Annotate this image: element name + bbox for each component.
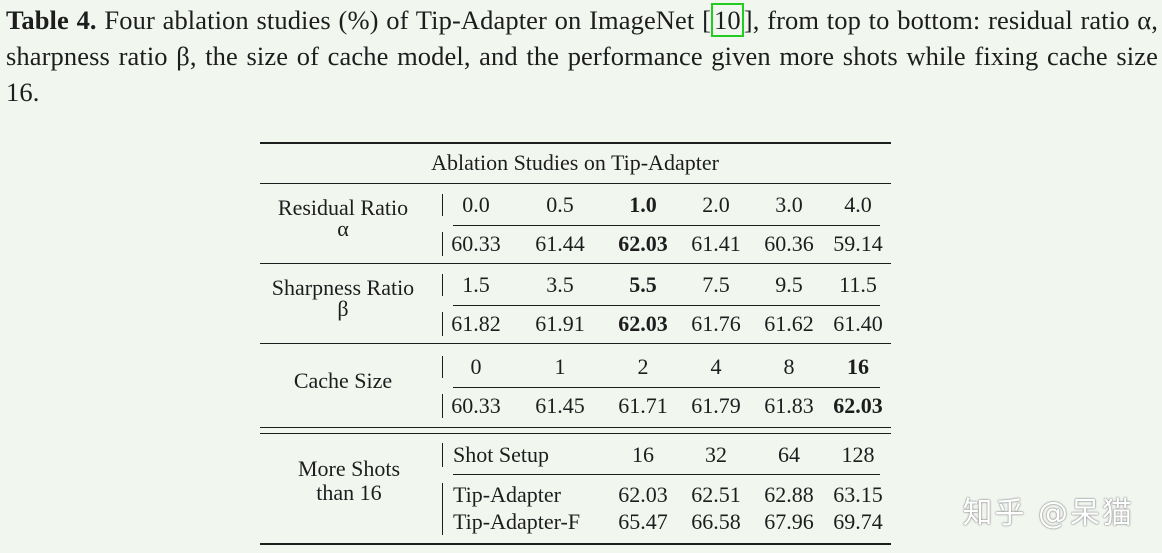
result-value: 61.71 bbox=[618, 393, 668, 418]
result-value: 61.82 bbox=[451, 311, 501, 336]
result-value: 62.03 bbox=[833, 393, 883, 418]
caption-text: Four ablation studies (%) of Tip-Adapter… bbox=[96, 5, 703, 35]
double-rule-bottom bbox=[260, 433, 891, 435]
result-value: 61.76 bbox=[691, 311, 741, 336]
shot-count: 32 bbox=[705, 442, 727, 467]
result-value: 65.47 bbox=[618, 509, 668, 534]
top-rule bbox=[260, 142, 891, 144]
row-label: than 16 bbox=[316, 480, 382, 505]
result-value: 62.03 bbox=[618, 311, 668, 336]
param-value: 5.5 bbox=[629, 272, 657, 297]
result-value: 67.96 bbox=[764, 509, 814, 534]
shot-setup-label: Shot Setup bbox=[453, 442, 549, 467]
shot-count: 16 bbox=[632, 442, 654, 467]
result-value: 62.03 bbox=[618, 231, 668, 256]
result-value: 60.36 bbox=[764, 231, 814, 256]
caption-label: Table 4. bbox=[6, 5, 97, 35]
param-value: 4 bbox=[710, 354, 722, 379]
param-value: 0.5 bbox=[546, 192, 574, 217]
bottom-rule bbox=[260, 543, 891, 545]
inner-rule bbox=[453, 474, 880, 476]
param-value: 9.5 bbox=[775, 272, 803, 297]
column-divider bbox=[442, 194, 444, 216]
param-value: 8 bbox=[783, 354, 795, 379]
caption-text-cont: , from top to bottom: residual ratio α, … bbox=[6, 5, 1159, 107]
param-value: 3.0 bbox=[775, 192, 803, 217]
result-value: 62.88 bbox=[764, 482, 814, 507]
row-label: More Shots bbox=[297, 456, 401, 481]
table-title: Ablation Studies on Tip-Adapter bbox=[431, 150, 719, 175]
inner-rule bbox=[453, 305, 880, 307]
param-value: 1.0 bbox=[629, 192, 657, 217]
result-value: 59.14 bbox=[833, 231, 883, 256]
result-value: 61.40 bbox=[833, 311, 883, 336]
result-value: 61.41 bbox=[691, 231, 741, 256]
row-label: Sharpness Ratio bbox=[271, 275, 415, 300]
watermark: 知乎 @呆猫 bbox=[962, 496, 1134, 531]
result-value: 61.44 bbox=[535, 231, 585, 256]
method-name: Tip-Adapter-F bbox=[453, 509, 581, 534]
header-rule bbox=[260, 183, 891, 185]
row-label: Cache Size bbox=[293, 368, 393, 393]
inner-rule bbox=[453, 225, 880, 227]
column-divider bbox=[442, 274, 444, 296]
param-value: 7.5 bbox=[702, 272, 730, 297]
param-value: 0.0 bbox=[462, 192, 490, 217]
column-divider bbox=[442, 356, 444, 378]
result-value: 61.91 bbox=[535, 311, 585, 336]
result-value: 63.15 bbox=[833, 482, 883, 507]
param-value: 2.0 bbox=[702, 192, 730, 217]
param-value: 0 bbox=[470, 354, 482, 379]
shot-count: 128 bbox=[841, 442, 875, 467]
column-divider bbox=[442, 312, 444, 336]
column-divider bbox=[442, 394, 444, 418]
method-name: Tip-Adapter bbox=[453, 482, 561, 507]
column-divider bbox=[442, 483, 444, 535]
param-value: 1 bbox=[554, 354, 566, 379]
result-value: 66.58 bbox=[691, 509, 741, 534]
row-label: α bbox=[337, 216, 349, 241]
result-value: 69.74 bbox=[833, 509, 883, 534]
shot-count: 64 bbox=[778, 442, 800, 467]
result-value: 62.03 bbox=[618, 482, 668, 507]
param-value: 16 bbox=[847, 354, 869, 379]
param-value: 11.5 bbox=[839, 272, 877, 297]
column-divider bbox=[442, 443, 444, 467]
param-value: 4.0 bbox=[844, 192, 872, 217]
row-label: Residual Ratio bbox=[277, 195, 409, 220]
result-value: 60.33 bbox=[451, 231, 501, 256]
section-rule bbox=[260, 263, 891, 265]
param-value: 2 bbox=[637, 354, 649, 379]
section-rule bbox=[260, 343, 891, 345]
result-value: 61.79 bbox=[691, 393, 741, 418]
result-value: 61.83 bbox=[764, 393, 814, 418]
row-label: β bbox=[337, 296, 349, 321]
result-value: 62.51 bbox=[691, 482, 741, 507]
double-rule-top bbox=[260, 427, 891, 429]
param-value: 1.5 bbox=[462, 272, 490, 297]
table-caption: Table 4. Four ablation studies (%) of Ti… bbox=[6, 3, 1159, 107]
column-divider bbox=[442, 232, 444, 256]
result-value: 61.62 bbox=[764, 311, 814, 336]
param-value: 3.5 bbox=[546, 272, 574, 297]
inner-rule bbox=[453, 387, 880, 389]
result-value: 61.45 bbox=[535, 393, 585, 418]
citation-link[interactable]: 10 bbox=[711, 3, 744, 37]
result-value: 60.33 bbox=[451, 393, 501, 418]
